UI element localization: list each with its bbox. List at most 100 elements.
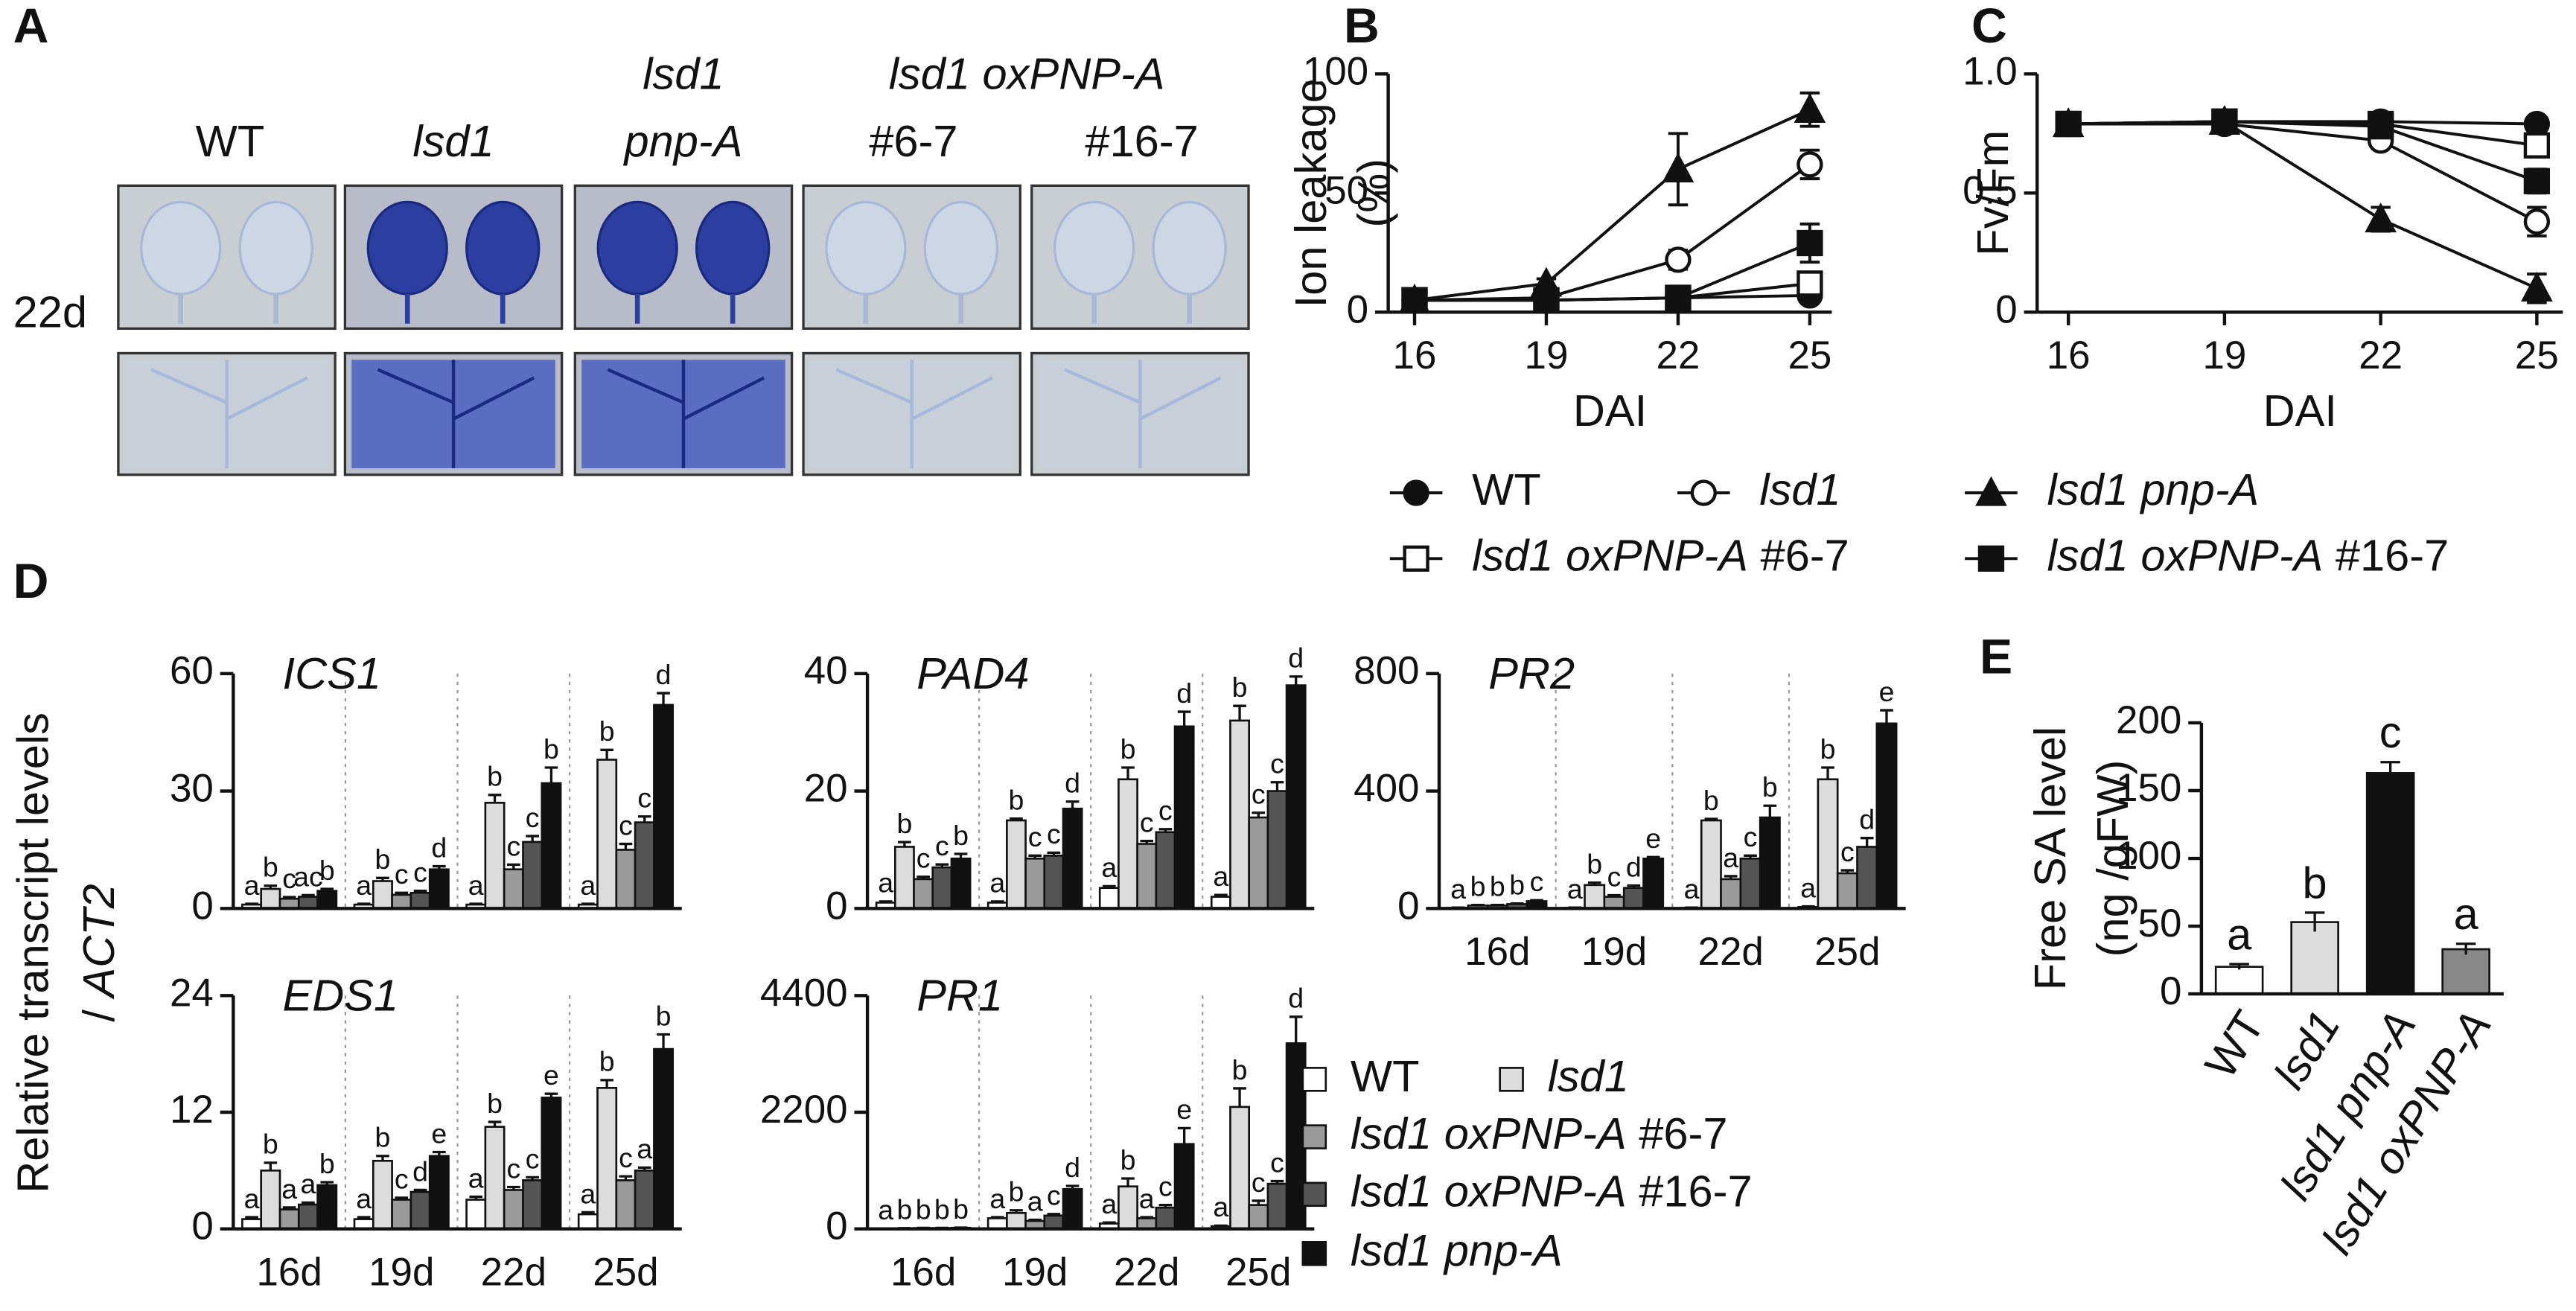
bar [1155,1206,1176,1230]
y-tick-label: 400 [1354,767,1419,811]
significance-letter: a [2227,909,2252,959]
legend-swatch [1301,1124,1327,1149]
series-line [1414,241,1811,302]
significance-letter: c [282,863,296,894]
significance-letter: ac [293,861,323,892]
error-bar [619,1175,633,1181]
bar [541,782,562,910]
x-tick-label: 25 [1788,334,1831,377]
y-tick-label: 2200 [760,1088,848,1132]
error-bar [657,1033,670,1050]
significance-letter: b [1470,870,1486,902]
x-tick-label: 22d [481,1250,546,1294]
chart-title: ICS1 [283,648,381,698]
error-bar [1252,1199,1266,1205]
bar [1062,1187,1083,1230]
y-tick-label: 200 [2116,698,2181,742]
significance-letter: b [543,733,559,765]
leaf [238,200,313,296]
column-header: pnp-A [622,116,742,166]
panel-label: B [1344,0,1380,54]
bar [391,893,412,910]
bar [1642,857,1665,910]
leaf [695,200,771,296]
significance-letter: e [543,1059,559,1091]
significance-letter: b [1232,672,1248,703]
significance-letter: a [1723,842,1738,873]
bar [260,887,281,910]
significance-letter: a [1101,852,1117,883]
error-bar [1214,893,1228,897]
significance-letter: c [1840,836,1855,867]
significance-letter: a [281,1173,297,1205]
column-header: lsd1 [643,48,724,98]
y-tick-label: 24 [170,971,214,1015]
leaf [366,200,448,296]
column-header: lsd1 oxPNP-A [889,48,1165,98]
significance-letter: a [989,1183,1005,1214]
bar [1006,1211,1027,1230]
significance-letter: a [580,870,596,901]
error-bar [1724,875,1738,879]
x-axis-label: DAI [1573,386,1647,436]
significance-letter: c [1158,795,1173,826]
x-tick-label: 16d [890,1250,956,1294]
significance-letter: b [599,1046,615,1077]
data-point [2521,271,2553,302]
error-bar [1270,781,1284,791]
significance-letter: a [1800,872,1816,903]
x-tick-label: 25 [2515,334,2559,377]
error-bar [1510,902,1524,905]
bar [316,890,338,910]
y-tick-label: 50 [2138,902,2182,945]
significance-letter: a [878,1194,893,1225]
y-tick-label: 800 [1354,649,1419,693]
significance-letter: c [1047,1180,1061,1211]
bar [1720,878,1742,910]
y-tick-label: 0 [1995,287,2017,331]
error-bar [1233,1087,1246,1107]
bar [596,759,618,910]
y-axis-label: Free SA level [2025,727,2075,990]
significance-letter: b [599,715,615,747]
significance-letter: a [1213,1191,1228,1222]
significance-letter: a [244,1183,260,1214]
x-tick-label: 22d [1114,1250,1179,1294]
significance-letter: b [896,808,912,839]
significance-letter: d [1176,677,1192,709]
data-point [2365,202,2397,233]
y-tick-label: 100 [2116,834,2181,878]
data-point [1533,287,1560,313]
error-bar [526,835,539,842]
error-bar [1491,903,1505,907]
error-bar [1214,1224,1228,1228]
vein [835,360,993,468]
panel-label: E [1980,630,2012,685]
significance-letter: b [1509,869,1525,900]
vein [607,360,765,468]
error-bar [2380,761,2400,784]
bar [931,866,953,910]
panel-label: D [13,554,49,609]
significance-letter: b [896,1194,912,1225]
vein [377,360,535,468]
error-bar [1028,1218,1042,1222]
error-bar [2455,942,2476,955]
significance-letter: c [916,843,931,874]
legend-label: lsd1 oxPNP-A #16-7 [1351,1166,1753,1216]
error-bar [282,896,296,899]
bar [1584,884,1606,910]
bar [1266,790,1288,910]
error-bar [245,1216,258,1219]
data-point [2523,208,2551,235]
error-bar [1289,1015,1303,1044]
error-bar [581,902,595,905]
significance-letter: a [1450,873,1466,905]
panel-label: A [13,0,49,54]
error-bar [1102,884,1116,888]
data-point [2523,132,2551,159]
bar [577,1213,599,1230]
bar [1739,857,1762,910]
significance-letter: a [244,870,260,901]
